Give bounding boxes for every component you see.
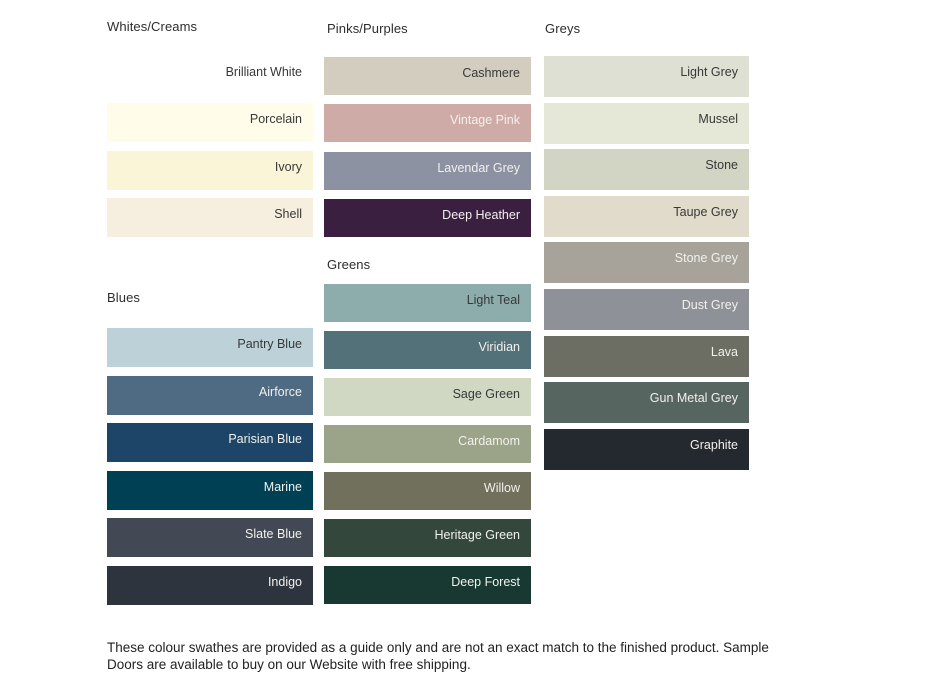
swatch-label: Porcelain — [249, 112, 302, 127]
swatch-label: Heritage Green — [434, 528, 520, 542]
swatch-stack-whites-creams: Brilliant White Porcelain Ivory Shell — [107, 56, 313, 246]
swatch-label: Pantry Blue — [237, 337, 302, 351]
swatch-porcelain: Porcelain — [107, 103, 313, 143]
swatch-taupe-grey: Taupe Grey — [544, 195, 749, 237]
swatch-label: Slate Blue — [245, 527, 302, 542]
swatch-label: Light Grey — [680, 65, 738, 79]
swatch-label: Shell — [274, 207, 302, 222]
swatch-slate-blue: Slate Blue — [107, 518, 313, 558]
swatch-light-grey: Light Grey — [544, 56, 749, 97]
swatch-cashmere: Cashmere — [324, 57, 531, 95]
group-header-greys: Greys — [545, 21, 581, 36]
swatch-label: Brilliant White — [225, 65, 302, 79]
swatch-indigo: Indigo — [107, 565, 313, 605]
swatch-vintage-pink: Vintage Pink — [324, 104, 531, 143]
swatch-label: Willow — [483, 481, 520, 495]
swatch-shell: Shell — [107, 198, 313, 238]
swatch-brilliant-white: Brilliant White — [107, 56, 313, 95]
swatch-sage-green: Sage Green — [324, 378, 531, 416]
swatch-label: Viridian — [478, 340, 520, 354]
swatch-stone-grey: Stone Grey — [544, 242, 749, 284]
swatch-parisian-blue: Parisian Blue — [107, 423, 313, 463]
swatch-stack-greens: Light Teal Viridian Sage Green Cardamom Will… — [324, 284, 531, 613]
disclaimer-line-1: These colour swathes are provided as a g… — [107, 640, 769, 655]
swatch-airforce: Airforce — [107, 375, 313, 415]
swatch-ivory: Ivory — [107, 150, 313, 190]
swatch-label: Dust Grey — [681, 297, 738, 312]
swatch-viridian: Viridian — [324, 331, 531, 369]
swatch-stack-greys: Light Grey Mussel Stone Taupe Grey Stone Gre… — [544, 56, 749, 475]
swatch-label: Deep Heather — [442, 207, 520, 222]
disclaimer-line-2: Doors are available to buy on our Websit… — [107, 657, 471, 672]
swatch-label: Stone — [705, 158, 738, 173]
swatch-label: Airforce — [258, 384, 302, 399]
disclaimer-text: These colour swathes are provided as a g… — [107, 639, 807, 673]
swatch-stack-pinks-purples: Cashmere Vintage Pink Lavendar Grey Deep He… — [324, 57, 531, 246]
swatch-label: Lavendar Grey — [437, 160, 520, 175]
swatch-gun-metal-grey: Gun Metal Grey — [544, 382, 749, 424]
swatch-label: Gun Metal Grey — [649, 391, 738, 406]
swatch-label: Vintage Pink — [450, 113, 520, 128]
swatch-marine: Marine — [107, 470, 313, 510]
swatch-label: Indigo — [267, 574, 302, 589]
swatch-label: Lava — [710, 344, 738, 359]
swatch-willow: Willow — [324, 472, 531, 510]
swatch-pantry-blue: Pantry Blue — [107, 328, 313, 367]
group-header-whites-creams: Whites/Creams — [107, 19, 198, 34]
swatch-stone: Stone — [544, 149, 749, 191]
swatch-label: Ivory — [274, 159, 302, 174]
swatch-lavendar-grey: Lavendar Grey — [324, 151, 531, 190]
swatch-label: Stone Grey — [674, 251, 738, 266]
swatch-graphite: Graphite — [544, 428, 749, 470]
swatch-label: Mussel — [698, 111, 738, 126]
group-header-pinks-purples: Pinks/Purples — [327, 21, 408, 36]
swatch-label: Taupe Grey — [673, 204, 738, 219]
swatch-label: Parisian Blue — [228, 432, 302, 447]
swatch-light-teal: Light Teal — [324, 284, 531, 322]
swatch-dust-grey: Dust Grey — [544, 288, 749, 330]
swatch-label: Sage Green — [452, 387, 520, 401]
swatch-cardamom: Cardamom — [324, 425, 531, 463]
swatch-label: Cashmere — [462, 66, 520, 80]
swatch-label: Cardamom — [458, 434, 520, 448]
swatch-deep-heather: Deep Heather — [324, 198, 531, 237]
swatch-label: Light Teal — [466, 293, 520, 307]
swatch-label: Marine — [263, 479, 302, 494]
swatch-label: Deep Forest — [451, 575, 520, 589]
swatch-mussel: Mussel — [544, 102, 749, 144]
group-header-blues: Blues — [107, 290, 141, 305]
swatch-deep-forest: Deep Forest — [324, 566, 531, 604]
swatch-stack-blues: Pantry Blue Airforce Parisian Blue Marine Sl… — [107, 328, 313, 614]
swatch-label: Graphite — [690, 437, 738, 452]
group-header-greens: Greens — [327, 257, 371, 272]
swatch-heritage-green: Heritage Green — [324, 519, 531, 557]
swatch-lava: Lava — [544, 335, 749, 377]
